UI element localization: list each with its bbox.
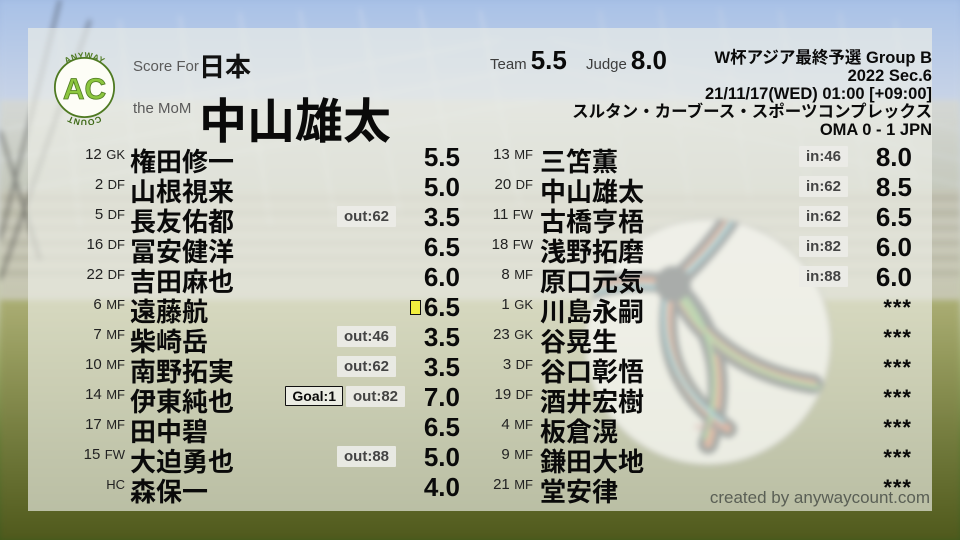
svg-text:AC: AC [63, 73, 106, 106]
